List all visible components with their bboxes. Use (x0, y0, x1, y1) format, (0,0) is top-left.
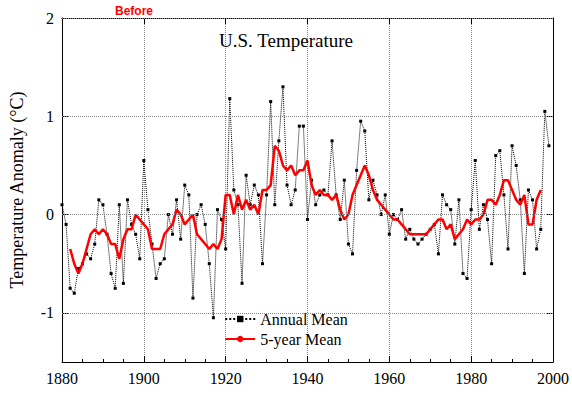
svg-text:Annual Mean: Annual Mean (260, 310, 348, 328)
svg-text:U.S. Temperature: U.S. Temperature (219, 30, 353, 51)
svg-text:2000: 2000 (537, 370, 569, 387)
svg-text:5-year Mean: 5-year Mean (260, 331, 341, 349)
svg-text:Temperature Anomaly (°C): Temperature Anomaly (°C) (7, 92, 28, 289)
svg-text:2: 2 (46, 10, 54, 27)
svg-text:-1: -1 (41, 304, 54, 321)
svg-text:1940: 1940 (292, 370, 324, 387)
svg-text:1960: 1960 (373, 370, 405, 387)
svg-text:0: 0 (46, 206, 54, 223)
svg-text:Before: Before (115, 4, 153, 18)
svg-text:1900: 1900 (128, 370, 160, 387)
svg-text:1880: 1880 (46, 370, 78, 387)
svg-text:1980: 1980 (455, 370, 487, 387)
svg-text:1: 1 (46, 108, 54, 125)
svg-text:1920: 1920 (210, 370, 242, 387)
